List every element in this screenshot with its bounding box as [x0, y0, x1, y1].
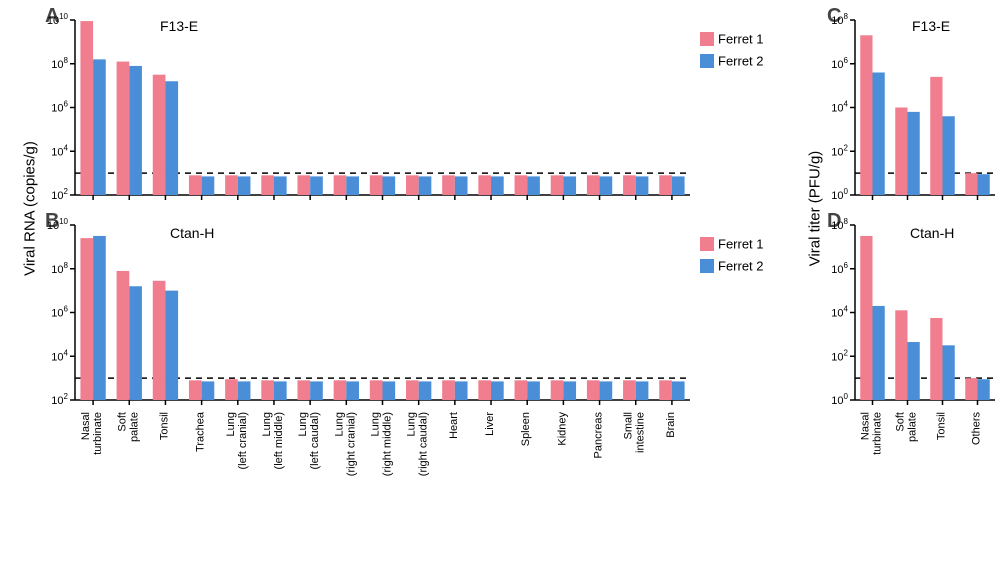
- chart-panel-d: 100102104106108: [855, 225, 997, 402]
- svg-text:Lung: Lung: [297, 412, 309, 436]
- svg-text:100: 100: [831, 187, 848, 202]
- svg-text:108: 108: [51, 261, 68, 276]
- chart-panel-a: 1021041061081010: [75, 20, 692, 197]
- svg-text:Lung: Lung: [333, 412, 345, 436]
- svg-text:turbinate: turbinate: [872, 412, 884, 455]
- svg-text:108: 108: [51, 56, 68, 71]
- legend-a: Ferret 1 Ferret 2: [700, 30, 764, 74]
- legend-item: Ferret 2: [700, 52, 764, 70]
- svg-text:(left cranial): (left cranial): [237, 412, 249, 469]
- y-axis-label-left: Viral RNA (copies/g): [22, 129, 39, 289]
- svg-text:Tonsil: Tonsil: [936, 412, 948, 440]
- legend-label: Ferret 1: [718, 31, 764, 46]
- svg-text:Nasal: Nasal: [80, 412, 92, 440]
- svg-text:1010: 1010: [47, 217, 69, 232]
- svg-text:104: 104: [51, 143, 68, 158]
- legend-label: Ferret 1: [718, 236, 764, 251]
- svg-text:Lung: Lung: [261, 412, 273, 436]
- svg-text:Brain: Brain: [665, 412, 677, 438]
- svg-text:(right caudal): (right caudal): [418, 412, 430, 476]
- svg-text:Others: Others: [971, 412, 983, 446]
- svg-text:106: 106: [831, 261, 848, 276]
- svg-text:(right cranial): (right cranial): [345, 412, 357, 476]
- legend-swatch-icon: [700, 32, 714, 46]
- svg-text:1010: 1010: [47, 12, 69, 27]
- svg-text:104: 104: [51, 348, 68, 363]
- svg-text:100: 100: [831, 392, 848, 407]
- svg-text:Lung: Lung: [370, 412, 382, 436]
- svg-text:Heart: Heart: [448, 412, 460, 439]
- svg-text:102: 102: [831, 143, 848, 158]
- legend-item: Ferret 1: [700, 30, 764, 48]
- legend-item: Ferret 2: [700, 257, 764, 275]
- svg-text:palate: palate: [128, 412, 140, 442]
- chart-panel-b: 1021041061081010: [75, 225, 692, 402]
- svg-text:Trachea: Trachea: [195, 411, 207, 452]
- chart-panel-c: 100102104106108: [855, 20, 997, 197]
- svg-text:106: 106: [51, 305, 68, 320]
- legend-swatch-icon: [700, 54, 714, 68]
- svg-text:Spleen: Spleen: [520, 412, 532, 446]
- legend-b: Ferret 1 Ferret 2: [700, 235, 764, 279]
- svg-text:Tonsil: Tonsil: [158, 412, 170, 440]
- figure-root: A B C D F13-E Ctan-H F13-E Ctan-H Viral …: [0, 0, 1003, 577]
- svg-text:(right middle): (right middle): [382, 412, 394, 476]
- x-labels-right: Nasalturbinate Softpalate Tonsil Others: [855, 406, 1003, 586]
- svg-text:Small: Small: [623, 412, 635, 440]
- svg-text:Soft: Soft: [116, 412, 128, 432]
- svg-text:106: 106: [831, 56, 848, 71]
- svg-text:Lung: Lung: [406, 412, 418, 436]
- svg-text:Liver: Liver: [484, 412, 496, 436]
- svg-text:104: 104: [831, 100, 848, 115]
- svg-text:108: 108: [831, 217, 848, 232]
- legend-swatch-icon: [700, 237, 714, 251]
- svg-text:Soft: Soft: [895, 412, 907, 432]
- svg-text:102: 102: [51, 187, 68, 202]
- svg-text:Pancreas: Pancreas: [593, 412, 605, 459]
- svg-text:intestine: intestine: [635, 412, 647, 453]
- svg-text:(left caudal): (left caudal): [309, 412, 321, 469]
- svg-text:106: 106: [51, 100, 68, 115]
- svg-text:(left middle): (left middle): [273, 412, 285, 469]
- legend-swatch-icon: [700, 259, 714, 273]
- svg-text:turbinate: turbinate: [92, 412, 104, 455]
- x-labels-left: Nasalturbinate Softpalate Tonsil Trachea Lun…: [75, 406, 710, 586]
- svg-text:102: 102: [51, 392, 68, 407]
- legend-label: Ferret 2: [718, 53, 764, 68]
- svg-text:108: 108: [831, 12, 848, 27]
- svg-text:palate: palate: [907, 412, 919, 442]
- y-axis-label-right: Viral titer (PFU/g): [807, 129, 824, 289]
- legend-label: Ferret 2: [718, 258, 764, 273]
- svg-text:104: 104: [831, 305, 848, 320]
- svg-text:Nasal: Nasal: [860, 412, 872, 440]
- svg-text:Kidney: Kidney: [556, 412, 568, 446]
- svg-text:102: 102: [831, 348, 848, 363]
- svg-text:Lung: Lung: [225, 412, 237, 436]
- legend-item: Ferret 1: [700, 235, 764, 253]
